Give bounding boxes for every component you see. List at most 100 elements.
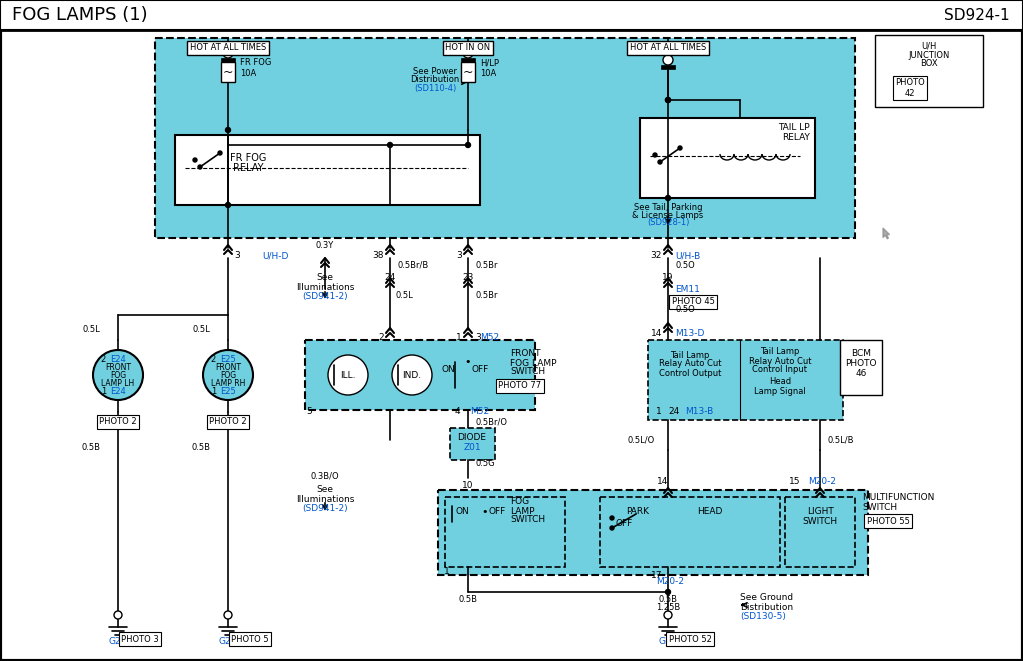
Circle shape xyxy=(463,48,473,58)
Text: 0.5L/B: 0.5L/B xyxy=(828,436,854,444)
Text: (SD941-2): (SD941-2) xyxy=(302,292,348,301)
Text: 0.5B: 0.5B xyxy=(81,444,100,453)
Text: (SD130-5): (SD130-5) xyxy=(740,611,786,621)
Circle shape xyxy=(198,165,202,169)
Text: LAMP LH: LAMP LH xyxy=(101,379,135,389)
Text: PHOTO 2: PHOTO 2 xyxy=(99,418,137,426)
Circle shape xyxy=(392,355,432,395)
Bar xyxy=(305,340,535,410)
Text: 4: 4 xyxy=(454,407,460,416)
Bar xyxy=(661,65,675,69)
Text: 24: 24 xyxy=(668,407,679,416)
Text: 0.3Y: 0.3Y xyxy=(316,241,335,251)
Text: LIGHT: LIGHT xyxy=(806,508,834,516)
Circle shape xyxy=(328,355,368,395)
Text: 32: 32 xyxy=(651,251,662,260)
Circle shape xyxy=(666,98,670,102)
Text: 1: 1 xyxy=(456,332,462,342)
Text: PHOTO 45: PHOTO 45 xyxy=(671,297,714,307)
Circle shape xyxy=(93,350,143,400)
Circle shape xyxy=(678,146,682,150)
Text: E24: E24 xyxy=(110,387,126,397)
Text: G31: G31 xyxy=(659,637,677,646)
Circle shape xyxy=(666,590,670,594)
Circle shape xyxy=(224,611,232,619)
Text: FRONT: FRONT xyxy=(105,364,131,373)
Text: OFF: OFF xyxy=(488,508,505,516)
Text: SD924-1: SD924-1 xyxy=(944,7,1010,22)
Circle shape xyxy=(653,153,657,157)
Text: FOG LAMPS (1): FOG LAMPS (1) xyxy=(12,6,147,24)
Text: 1: 1 xyxy=(444,568,450,576)
Bar xyxy=(875,35,983,107)
Bar xyxy=(0,0,1023,30)
Text: 3: 3 xyxy=(234,251,239,260)
Text: M13-D: M13-D xyxy=(675,329,705,338)
Bar xyxy=(155,38,855,238)
Text: SWITCH: SWITCH xyxy=(802,518,838,527)
Bar xyxy=(445,497,565,567)
Text: HOT AT ALL TIMES: HOT AT ALL TIMES xyxy=(190,44,266,52)
Text: RELAY: RELAY xyxy=(233,163,263,173)
Text: •: • xyxy=(482,507,488,517)
Text: 5: 5 xyxy=(306,407,312,416)
Circle shape xyxy=(114,611,122,619)
Text: 0.5B: 0.5B xyxy=(659,596,677,605)
Text: BCM: BCM xyxy=(851,348,871,358)
Text: 24: 24 xyxy=(385,272,396,282)
Text: PHOTO 52: PHOTO 52 xyxy=(669,635,711,644)
Bar xyxy=(640,118,815,198)
Text: (SD110-4): (SD110-4) xyxy=(414,83,456,93)
Text: PHOTO: PHOTO xyxy=(845,360,877,368)
Text: PHOTO 3: PHOTO 3 xyxy=(121,635,159,644)
Text: FOG LAMP: FOG LAMP xyxy=(510,358,557,368)
Text: M13-B: M13-B xyxy=(685,407,713,416)
Text: See: See xyxy=(316,274,333,282)
Circle shape xyxy=(225,128,230,132)
Text: M20-2: M20-2 xyxy=(656,578,684,586)
Text: 0.5O: 0.5O xyxy=(675,260,695,270)
Text: U/H-B: U/H-B xyxy=(675,251,701,260)
Text: Relay Auto Cut: Relay Auto Cut xyxy=(659,360,721,368)
Text: Control Output: Control Output xyxy=(659,368,721,377)
Text: 0.5B: 0.5B xyxy=(191,444,210,453)
Text: HEAD: HEAD xyxy=(698,508,722,516)
Text: ~: ~ xyxy=(223,65,233,79)
Text: E24: E24 xyxy=(110,356,126,364)
Bar xyxy=(450,428,495,460)
Text: PHOTO 55: PHOTO 55 xyxy=(866,516,909,525)
Bar xyxy=(175,135,480,205)
Text: IND.: IND. xyxy=(402,371,421,379)
Text: RELAY: RELAY xyxy=(783,132,810,141)
Text: 0.5L/O: 0.5L/O xyxy=(628,436,655,444)
Text: HOT IN ON: HOT IN ON xyxy=(445,44,491,52)
Text: Distribution: Distribution xyxy=(740,602,793,611)
Text: M20-2: M20-2 xyxy=(808,477,836,486)
Text: 0.5O: 0.5O xyxy=(675,305,695,315)
Text: 14: 14 xyxy=(651,329,662,338)
Text: OFF: OFF xyxy=(616,520,632,529)
Text: E25: E25 xyxy=(220,387,235,397)
Text: ON: ON xyxy=(441,366,455,375)
Text: 2: 2 xyxy=(379,332,384,342)
Bar xyxy=(601,497,780,567)
Text: BOX: BOX xyxy=(920,59,938,69)
Text: E25: E25 xyxy=(220,356,235,364)
Text: •: • xyxy=(464,357,472,367)
Text: 19: 19 xyxy=(662,272,674,282)
Text: & License Lamps: & License Lamps xyxy=(632,210,704,219)
Text: PHOTO 77: PHOTO 77 xyxy=(498,381,541,391)
Circle shape xyxy=(663,55,673,65)
Text: SWITCH: SWITCH xyxy=(510,516,545,524)
Text: 1: 1 xyxy=(100,387,106,397)
Text: DIODE: DIODE xyxy=(457,434,487,442)
Bar xyxy=(840,340,882,395)
Text: OFF: OFF xyxy=(472,366,489,375)
Text: MULTIFUNCTION: MULTIFUNCTION xyxy=(862,492,934,502)
Text: SWITCH: SWITCH xyxy=(510,368,545,377)
Text: H/LP
10A: H/LP 10A xyxy=(480,58,499,78)
Text: 15: 15 xyxy=(789,477,800,486)
Text: 0.5L: 0.5L xyxy=(395,290,412,299)
Text: 0.3B/O: 0.3B/O xyxy=(311,471,340,481)
Text: See Ground: See Ground xyxy=(740,594,793,602)
